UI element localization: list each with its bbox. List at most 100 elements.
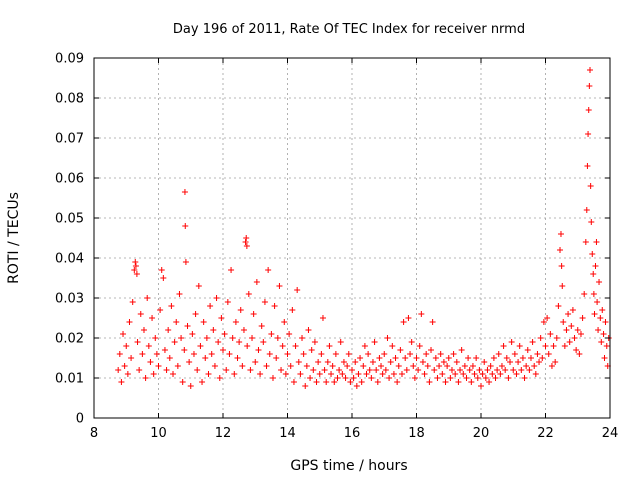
data-point [384, 335, 391, 341]
data-point [332, 351, 339, 357]
data-point [524, 347, 531, 353]
x-tick-label: 18 [408, 426, 425, 441]
data-point [565, 311, 572, 317]
data-point [200, 319, 207, 325]
data-point [469, 363, 476, 369]
data-point [252, 359, 259, 365]
data-point [361, 343, 368, 349]
y-tick-label: 0 [76, 412, 84, 427]
data-point [382, 367, 389, 373]
data-point [250, 311, 257, 317]
data-point [290, 379, 297, 385]
data-point [260, 339, 267, 345]
data-point [360, 363, 367, 369]
data-point [319, 315, 326, 321]
data-point [207, 303, 214, 309]
data-point [502, 367, 509, 373]
y-tick-label: 0.08 [55, 92, 84, 107]
data-point [566, 339, 573, 345]
data-point [349, 367, 355, 373]
x-tick-label: 20 [473, 426, 490, 441]
data-point [519, 355, 526, 361]
data-point [323, 379, 330, 385]
data-point [445, 355, 452, 361]
data-point [557, 247, 564, 253]
data-point [132, 259, 139, 265]
x-tick-label: 24 [602, 426, 619, 441]
data-point [237, 307, 244, 313]
data-point [318, 351, 325, 357]
data-point [595, 327, 602, 333]
data-point [590, 271, 597, 277]
data-point [174, 363, 181, 369]
data-point [405, 315, 412, 321]
data-point [600, 331, 607, 337]
data-point [387, 359, 394, 365]
data-point [511, 351, 518, 357]
data-point [460, 371, 467, 377]
data-point [153, 351, 160, 357]
data-point [310, 367, 317, 373]
data-point [239, 363, 246, 369]
data-point [473, 355, 480, 361]
axis-ticks: 8 10 12 14 16 18 20 22 24 0 0.01 0.02 0.03 0.04 0.05 0.… [55, 52, 618, 442]
data-point [397, 347, 404, 353]
data-point [242, 239, 249, 245]
data-point [268, 331, 275, 337]
y-tick-label: 0.09 [55, 52, 84, 67]
chart-title: Day 196 of 2011, Rate Of TEC Index for r… [173, 22, 525, 37]
data-point [305, 327, 312, 333]
data-point [513, 371, 520, 377]
data-point [408, 339, 415, 345]
data-point [400, 319, 407, 325]
data-point [308, 347, 315, 353]
data-point [457, 367, 464, 373]
data-point [161, 347, 168, 353]
data-point [587, 183, 594, 189]
data-point [165, 327, 172, 333]
data-point [353, 383, 360, 389]
data-point [329, 363, 336, 369]
data-point [344, 363, 351, 369]
data-point [258, 323, 265, 329]
data-point [547, 331, 554, 337]
data-point [602, 319, 609, 325]
data-point [136, 367, 143, 373]
data-point [129, 299, 136, 305]
data-point [133, 271, 140, 277]
y-tick-label: 0.04 [55, 252, 84, 267]
data-point [184, 323, 191, 329]
data-point [466, 367, 473, 373]
data-point [395, 363, 402, 369]
data-point [289, 307, 296, 313]
data-point [550, 343, 557, 349]
data-point [192, 311, 199, 317]
data-point [315, 359, 322, 365]
data-point [403, 367, 410, 373]
data-point [484, 367, 491, 373]
data-point [584, 163, 591, 169]
data-point [558, 263, 565, 269]
data-point [589, 251, 596, 257]
data-point [571, 335, 578, 341]
data-point [243, 235, 250, 241]
data-point [261, 299, 268, 305]
data-point [232, 319, 239, 325]
data-point [313, 379, 320, 385]
data-point [371, 339, 378, 345]
data-point [596, 279, 603, 285]
data-point [490, 355, 497, 361]
data-point [265, 267, 272, 273]
x-tick-label: 10 [150, 426, 167, 441]
data-point [529, 339, 536, 345]
data-point [269, 375, 276, 381]
y-tick-label: 0.06 [55, 172, 84, 187]
data-point [599, 307, 606, 313]
data-point [140, 327, 147, 333]
data-point [563, 327, 570, 333]
data-point [307, 375, 314, 381]
data-point [503, 355, 510, 361]
data-point [585, 131, 592, 137]
data-point [202, 355, 209, 361]
data-point [152, 335, 159, 341]
